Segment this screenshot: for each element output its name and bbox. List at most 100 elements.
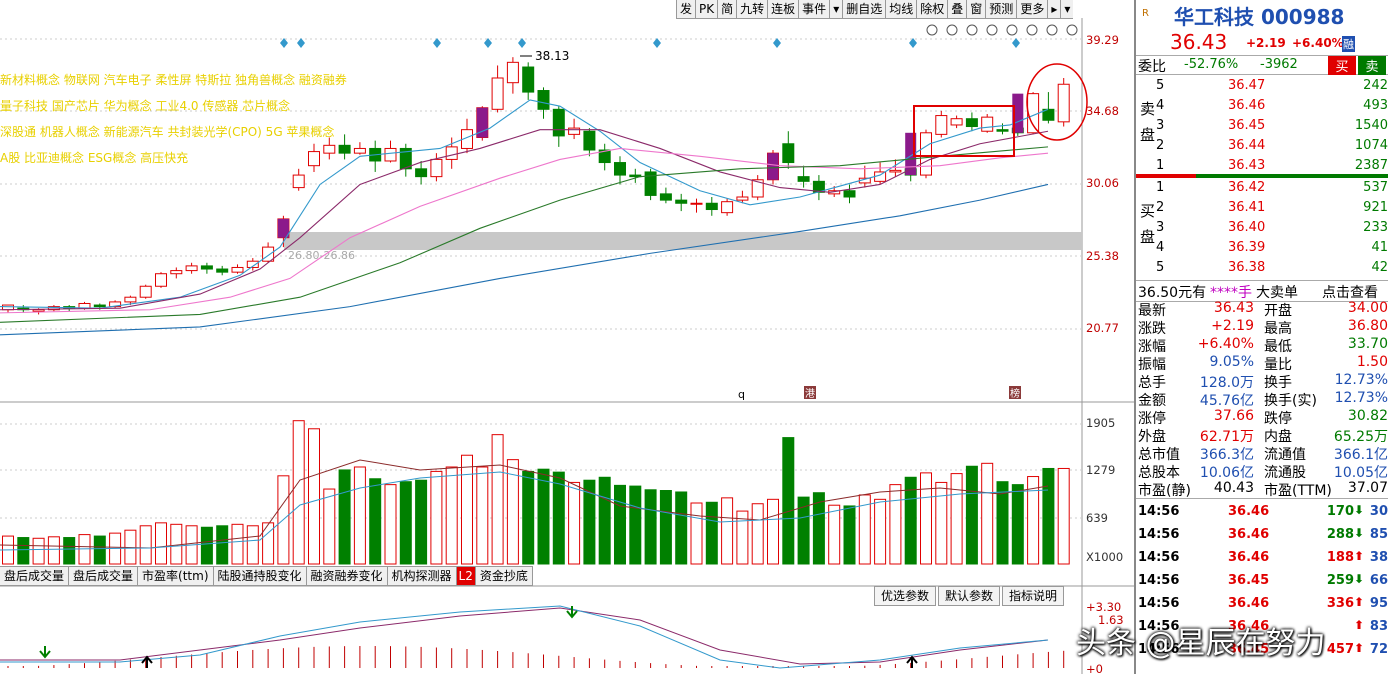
toolbar-button[interactable]: 更多 [1016, 0, 1047, 18]
volume-bar [353, 466, 366, 565]
ask-level-row[interactable]: 3 36.45 1540 [1136, 116, 1388, 136]
tick-price: 36.45 [1228, 642, 1270, 657]
volume-bar [246, 525, 259, 565]
volume-bar [659, 490, 672, 565]
ask-level-row[interactable]: 2 36.44 1074 [1136, 136, 1388, 156]
toolbar-button[interactable]: ▾ [829, 0, 842, 18]
ask-level-row[interactable]: 5 36.47 242 [1136, 76, 1388, 96]
indicator-tab[interactable]: 机构探测器 [388, 567, 457, 585]
volume-bar [552, 471, 565, 565]
signal-diamond-icon [297, 38, 305, 48]
toolbar-button[interactable]: 均线 [885, 0, 916, 18]
tick-price: 36.45 [1228, 573, 1270, 588]
kline-candle [124, 296, 137, 303]
kline-candle [583, 130, 596, 151]
toolbar-button[interactable]: 发 [676, 0, 695, 18]
volume-bar [675, 491, 688, 565]
stat-row: 总市值 366.3亿 流通值 366.1亿 [1136, 444, 1388, 463]
price-change: +2.19 [1246, 36, 1286, 50]
volume-bar [216, 525, 229, 565]
bid-level-row[interactable]: 5 36.38 42 [1136, 258, 1388, 278]
ask-level-vol: 242 [1363, 78, 1388, 93]
signal-diamond-icon [280, 38, 288, 48]
weibi-diff: -3962 [1260, 57, 1298, 72]
bid-level-row[interactable]: 1 36.42 537 [1136, 178, 1388, 198]
margin-badge: 融 [1342, 36, 1355, 52]
param-button[interactable]: 指标说明 [1002, 586, 1065, 606]
stock-name[interactable]: 华工科技 000988 [1174, 5, 1345, 29]
stat-label: 外盘 [1138, 429, 1166, 445]
toolbar-button[interactable]: 窗 [966, 0, 985, 18]
signal-diamond-icon [484, 38, 492, 48]
kline-candle [415, 168, 428, 178]
bid-level-lvl: 2 [1156, 200, 1165, 215]
bid-level-row[interactable]: 3 36.40 233 [1136, 218, 1388, 238]
kline-candle [461, 129, 473, 149]
toolbar-button[interactable]: 预测 [985, 0, 1016, 18]
volume-bar [476, 466, 489, 565]
weibi-label: 委比 [1138, 59, 1166, 75]
param-button[interactable]: 优选参数 [874, 586, 937, 606]
toolbar-button[interactable]: 连板 [767, 0, 798, 18]
indicator-tab[interactable]: 市盈率(ttm) [138, 567, 214, 585]
toolbar-button[interactable]: 删自选 [842, 0, 885, 18]
chart-tool-icon [1026, 24, 1038, 36]
toolbar-button[interactable]: 除权 [916, 0, 947, 18]
kline-candle [1027, 93, 1040, 134]
kline-chart-area[interactable]: 26.80-26.86 38.13 q 港榜 发 PK 简九转 连板 事件 ▾ 删自选 均线 除权叠窗… [0, 0, 1134, 676]
kline-candle [598, 149, 611, 164]
tick-cnt: 30 [1369, 504, 1388, 519]
volume-bar [690, 502, 703, 565]
toolbar-button[interactable]: ▸ [1047, 0, 1060, 18]
indicator-tab[interactable]: 盘后成交量 [69, 567, 139, 585]
kline-chart-svg[interactable]: 26.80-26.86 38.13 q 港 榜 [0, 0, 1134, 674]
indicator-tab[interactable]: 资金抄底 [476, 567, 533, 585]
bid-level-lvl: 3 [1156, 220, 1165, 235]
kline-candle [338, 144, 351, 154]
kline-candle [47, 306, 60, 311]
stat-label: 市盈(TTM) [1264, 483, 1332, 499]
volume-bar [231, 523, 244, 565]
kline-candle [629, 174, 642, 178]
stat-value: 12.73% [1334, 390, 1388, 406]
toolbar-button[interactable]: 简 [717, 0, 736, 18]
sell-button[interactable]: 卖 [1358, 56, 1386, 75]
toolbar-button[interactable]: ▾ [1060, 0, 1073, 18]
ask-level-row[interactable]: 1 36.43 2387 [1136, 156, 1388, 176]
indicator-tab[interactable]: 融资融券变化 [307, 567, 388, 585]
kline-candle [522, 66, 535, 93]
volume-bar [1042, 467, 1055, 565]
kline-candle [262, 246, 275, 262]
param-button[interactable]: 默认参数 [938, 586, 1001, 606]
volume-bar [63, 537, 76, 565]
stat-label: 金额 [1138, 393, 1166, 409]
indicator-tab[interactable]: 盘后成交量 [0, 567, 70, 585]
volume-bar [812, 492, 825, 565]
toolbar-button[interactable]: 事件 [798, 0, 829, 18]
ask-level-vol: 1074 [1354, 138, 1388, 153]
big-order-check-link[interactable]: 点击查看 [1322, 285, 1378, 301]
tick-price: 36.46 [1228, 504, 1270, 519]
indicator-tab[interactable]: L2 [456, 567, 476, 585]
toolbar-button[interactable]: 叠 [947, 0, 966, 18]
ma30-line [0, 146, 1049, 323]
ask-level-row[interactable]: 4 36.46 493 [1136, 96, 1388, 116]
toolbar-button[interactable]: PK [695, 0, 717, 18]
stat-row: 最新 36.43 开盘 34.00 [1136, 300, 1388, 319]
kline-candle [552, 108, 565, 137]
kline-candle [353, 147, 366, 154]
toolbar-button[interactable]: 九转 [736, 0, 767, 18]
bid-level-lvl: 5 [1156, 260, 1165, 275]
bid-level-row[interactable]: 2 36.41 921 [1136, 198, 1388, 218]
tick-vol: 170 [1326, 504, 1354, 519]
volume-bar [767, 498, 779, 565]
tick-time: 14:56 [1138, 619, 1180, 634]
volume-bar [506, 459, 519, 565]
buy-button[interactable]: 买 [1328, 56, 1356, 75]
bid-level-row[interactable]: 4 36.39 41 [1136, 238, 1388, 258]
volume-axis-label: 1279 [1086, 463, 1116, 477]
indicator-tab[interactable]: 陆股通持股变化 [214, 567, 307, 585]
volume-bar [614, 484, 626, 565]
last-price: 36.43 [1170, 30, 1228, 54]
stat-value: 37.66 [1213, 408, 1254, 424]
